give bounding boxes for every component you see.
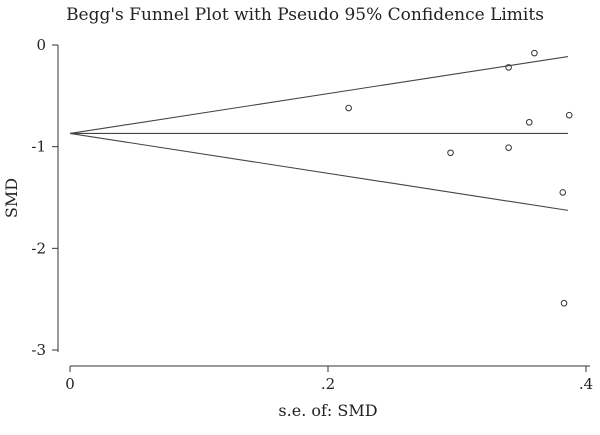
study-point (531, 49, 538, 57)
y-tick-label: -1 (31, 138, 46, 156)
x-tick-label: 0 (65, 375, 75, 393)
study-point (447, 149, 454, 157)
y-ticks: 0 -1 -2 -3 (31, 36, 58, 359)
study-point (565, 111, 573, 119)
data-points (345, 49, 573, 307)
y-axis-title: SMD (2, 178, 21, 218)
x-ticks: 0 .2 .4 (65, 366, 593, 393)
chart-title: Begg's Funnel Plot with Pseudo 95% Confi… (66, 5, 544, 25)
study-point (560, 299, 568, 307)
study-point (505, 64, 512, 71)
study-point (525, 118, 533, 126)
x-axis-title: s.e. of: SMD (278, 401, 377, 420)
y-tick-label: -3 (31, 341, 46, 359)
lower-confidence-limit (69, 132, 569, 211)
funnel-lines (69, 55, 569, 211)
y-tick-label: 0 (36, 36, 46, 54)
study-point (345, 104, 352, 112)
y-tick-label: -2 (31, 239, 46, 257)
study-point (559, 189, 567, 196)
upper-confidence-limit (69, 55, 569, 134)
x-tick-label: .4 (579, 375, 593, 393)
x-tick-label: .2 (321, 375, 335, 393)
study-point (505, 144, 512, 151)
